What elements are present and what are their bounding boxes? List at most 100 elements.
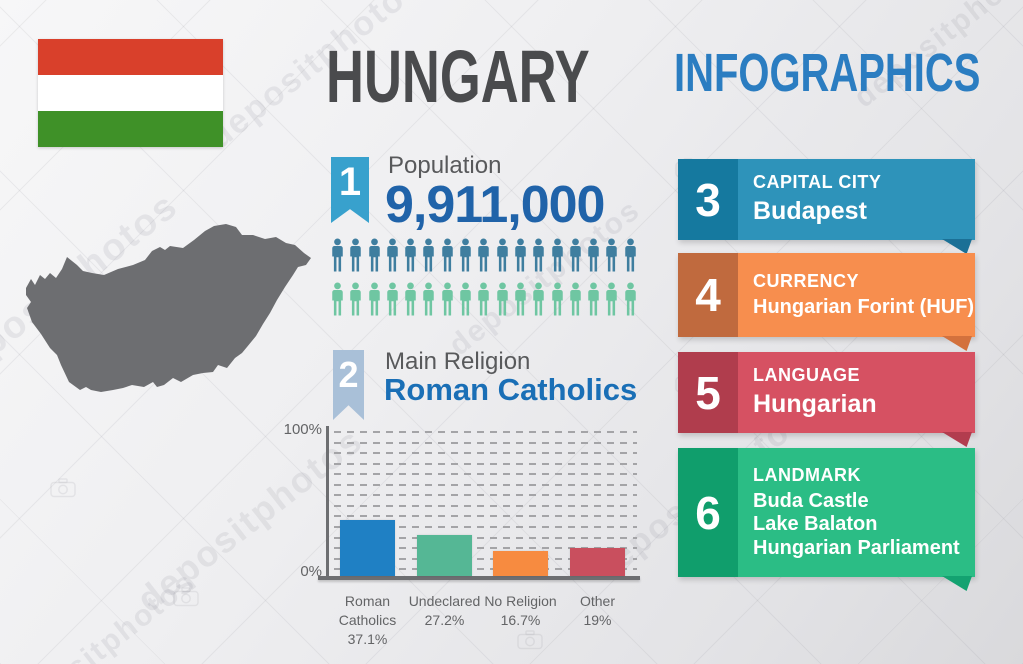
watermark-camera-icon (173, 587, 199, 612)
y-axis-label-100: 100% (283, 421, 322, 438)
country-title: HUNGARY (326, 35, 590, 118)
watermark-camera-icon (517, 630, 543, 655)
person-icon (625, 282, 636, 316)
person-icon (332, 282, 343, 316)
religion-value: Roman Catholics (384, 372, 638, 407)
person-icon (332, 238, 343, 272)
card-value: Hungarian (753, 390, 877, 419)
person-icon (588, 282, 599, 316)
gridline (334, 441, 637, 444)
gridline (334, 547, 637, 550)
fact-card-currency: 4 CURRENCY Hungarian Forint (HUF) (678, 253, 975, 351)
person-icon-row-2 (330, 278, 641, 322)
card-tail-decoration (942, 432, 972, 447)
hungary-map (26, 224, 311, 392)
hungary-flag (38, 39, 223, 147)
category-label: Roman Catholics 37.1% (338, 593, 397, 647)
bar-undeclared (417, 535, 472, 576)
person-icon (625, 238, 636, 272)
religion-label: Main Religion (385, 348, 531, 375)
person-icon (405, 282, 416, 316)
person-icon (368, 282, 380, 316)
watermark-text: depositphotos (129, 419, 371, 621)
card-value: Budapest (753, 197, 867, 226)
population-label: Population (388, 152, 502, 179)
card-label: CAPITAL CITY (753, 172, 882, 193)
person-icon (588, 238, 599, 272)
category-label: No Religion 16.7% (484, 593, 557, 628)
gridline (334, 536, 637, 539)
gridline (334, 525, 637, 528)
watermark-camera-icon (50, 478, 76, 503)
chart-x-axis (318, 576, 640, 580)
person-icon (368, 238, 380, 272)
person-icon (350, 282, 362, 316)
gridline (334, 494, 637, 497)
section-1-ribbon-badge: 1 (331, 157, 369, 223)
person-icon-row-1 (330, 234, 641, 278)
category-label: Other 19% (579, 593, 615, 628)
category-label: Undeclared 27.2% (408, 593, 481, 628)
person-icon (405, 238, 416, 272)
person-icon (442, 282, 453, 316)
gridline (334, 473, 637, 476)
card-number: 4 (678, 253, 738, 337)
gridline (334, 462, 637, 465)
card-value: Hungarian Parliament (753, 536, 960, 559)
person-icon (423, 238, 435, 272)
gridline (334, 515, 637, 518)
gridline (334, 568, 637, 571)
chart-y-axis (326, 426, 329, 578)
bar-other (570, 547, 625, 576)
gridline (334, 557, 637, 560)
person-icon (551, 238, 563, 272)
card-tail-decoration (942, 239, 972, 254)
card-label: CURRENCY (753, 270, 860, 291)
y-axis-label-0: 0% (300, 563, 322, 580)
bar-no-religion (493, 550, 548, 576)
person-icon (570, 282, 581, 316)
flag-stripe-white (38, 75, 223, 111)
person-icon (533, 238, 545, 272)
person-icon (570, 238, 581, 272)
person-icon (496, 238, 508, 272)
gridline (334, 483, 637, 486)
card-value: Lake Balaton (753, 513, 878, 536)
card-tail-decoration (942, 336, 972, 351)
fact-card-capital-city: 3 CAPITAL CITY Budapest (678, 159, 975, 254)
person-icon (350, 238, 362, 272)
card-label: LANDMARK (753, 464, 861, 485)
card-value: Hungarian Forint (HUF) (753, 295, 975, 318)
person-icon (423, 282, 435, 316)
person-icon (442, 238, 453, 272)
flag-stripe-red (38, 39, 223, 75)
flag-stripe-green (38, 111, 223, 147)
person-icon (460, 238, 471, 272)
person-icon (515, 238, 526, 272)
person-icon (387, 282, 398, 316)
person-icon (606, 238, 618, 272)
person-icon (478, 282, 490, 316)
fact-card-language: 5 LANGUAGE Hungarian (678, 352, 975, 447)
fact-card-landmark: 6 LANDMARK Buda Castle Lake Balaton Hungari… (678, 448, 975, 591)
gridline (334, 452, 637, 455)
population-value: 9,911,000 (385, 176, 605, 234)
gridline (334, 431, 637, 433)
person-icon (460, 282, 471, 316)
person-icon (496, 282, 508, 316)
bar-roman-catholics (340, 520, 395, 576)
card-number: 5 (678, 352, 738, 433)
person-icon (606, 282, 618, 316)
hungary-map-shape (26, 224, 311, 392)
card-value: Buda Castle (753, 489, 869, 512)
person-icon (533, 282, 545, 316)
card-label: LANGUAGE (753, 365, 860, 386)
card-number: 3 (678, 159, 738, 240)
person-icon (551, 282, 563, 316)
person-icon (478, 238, 490, 272)
brand-title: INFOGRAPHICS (674, 43, 981, 103)
person-icon (387, 238, 398, 272)
watermark-text: depositphotos (0, 564, 202, 664)
section-2-ribbon-badge: 2 (333, 350, 364, 420)
gridline (334, 504, 637, 507)
